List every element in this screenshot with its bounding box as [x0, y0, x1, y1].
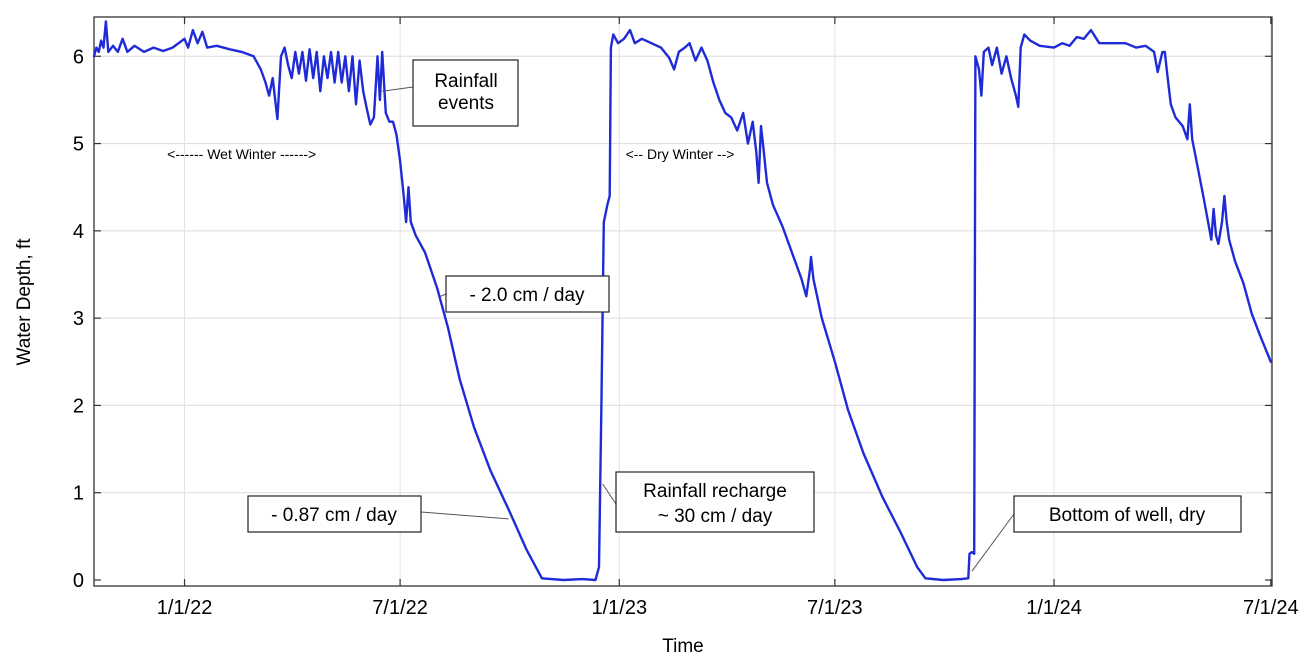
axes: 0 1 2 3 4 5 6 1/1/22 7/1/22 1/1/23 7/1/23 1/1/24 7/1… — [73, 17, 1299, 619]
annotation-callout: - 2.0 cm / day — [440, 275, 610, 313]
x-tick-label: 7/1/22 — [372, 597, 428, 619]
y-tick-label: 2 — [73, 395, 84, 417]
x-tick-label: 1/1/23 — [591, 597, 647, 619]
y-axis-title: Water Depth, ft — [14, 238, 35, 366]
annotation-callout: Bottom of well, dry — [971, 495, 1242, 572]
x-axis-title: Time — [662, 636, 704, 657]
series-group — [92, 20, 1272, 582]
y-tick-label: 3 — [73, 308, 84, 330]
annotation-callout: Rainfall recharge ~ 30 cm / day — [602, 471, 815, 533]
x-tick-label: 1/1/22 — [157, 597, 213, 619]
annotation-label: ~ 30 cm / day — [658, 506, 773, 527]
y-tick-label: 5 — [73, 134, 84, 156]
annotation-box — [615, 471, 815, 533]
y-tick-label: 6 — [73, 46, 84, 68]
x-tick-label: 7/1/23 — [807, 597, 863, 619]
y-tick-label: 4 — [73, 221, 84, 243]
annotation-leader-line — [602, 483, 617, 505]
annotation-label: Rainfall — [434, 71, 497, 92]
annotation-label: Bottom of well, dry — [1049, 505, 1206, 526]
x-tick-label: 1/1/24 — [1026, 597, 1082, 619]
season-range-label: <------ Wet Winter ------> — [167, 146, 316, 162]
annotation-box — [247, 495, 422, 533]
plot-frame — [93, 16, 1273, 587]
annotation-leader-line — [420, 511, 509, 520]
annotation-leader-line — [440, 293, 447, 297]
y-tick-label: 1 — [73, 483, 84, 505]
annotation-box — [1013, 495, 1242, 533]
annotation-leader-line — [382, 86, 414, 92]
annotation-box — [412, 59, 519, 127]
water-depth-series-line — [92, 20, 1272, 582]
x-tick-label: 7/1/24 — [1243, 597, 1299, 619]
annotation-label: Rainfall recharge — [643, 481, 787, 502]
gridlines — [94, 17, 1272, 586]
y-tick-label: 0 — [73, 570, 84, 592]
annotation-label: events — [438, 93, 494, 114]
annotation-box — [445, 275, 610, 313]
annotation-label: - 2.0 cm / day — [469, 285, 585, 306]
annotation-leader-line — [971, 513, 1015, 572]
season-range-label: <-- Dry Winter --> — [626, 146, 735, 162]
annotation-label: - 0.87 cm / day — [271, 505, 397, 526]
annotation-callout: - 0.87 cm / day — [247, 495, 509, 533]
